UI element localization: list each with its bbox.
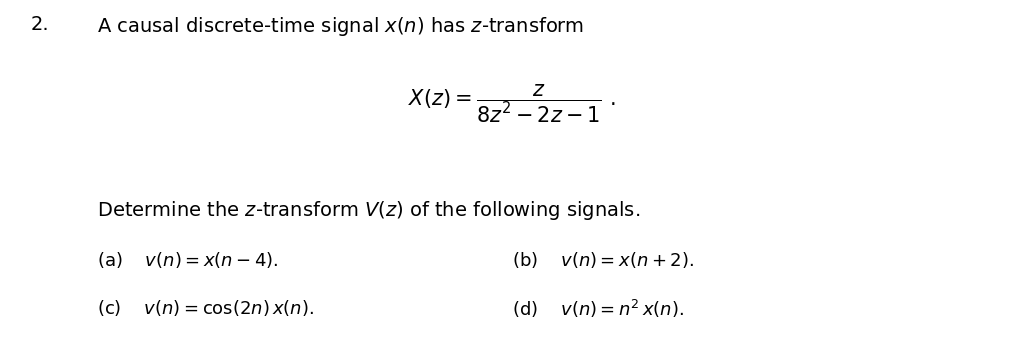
Text: (b)    $v(n) = x(n + 2)$.: (b) $v(n) = x(n + 2)$. [512, 250, 694, 270]
Text: (a)    $v(n) = x(n - 4)$.: (a) $v(n) = x(n - 4)$. [97, 250, 279, 270]
Text: Determine the $z$-transform $V(z)$ of the following signals.: Determine the $z$-transform $V(z)$ of th… [97, 199, 641, 222]
Text: $X(z) = \dfrac{z}{8z^2 - 2z - 1}\ .$: $X(z) = \dfrac{z}{8z^2 - 2z - 1}\ .$ [409, 83, 615, 125]
Text: (d)    $v(n) = n^2\,x(n)$.: (d) $v(n) = n^2\,x(n)$. [512, 298, 684, 320]
Text: 2.: 2. [31, 15, 49, 34]
Text: A causal discrete-time signal $x(n)$ has $z$-transform: A causal discrete-time signal $x(n)$ has… [97, 15, 585, 38]
Text: (c)    $v(n) = \cos(2n)\,x(n)$.: (c) $v(n) = \cos(2n)\,x(n)$. [97, 298, 314, 318]
